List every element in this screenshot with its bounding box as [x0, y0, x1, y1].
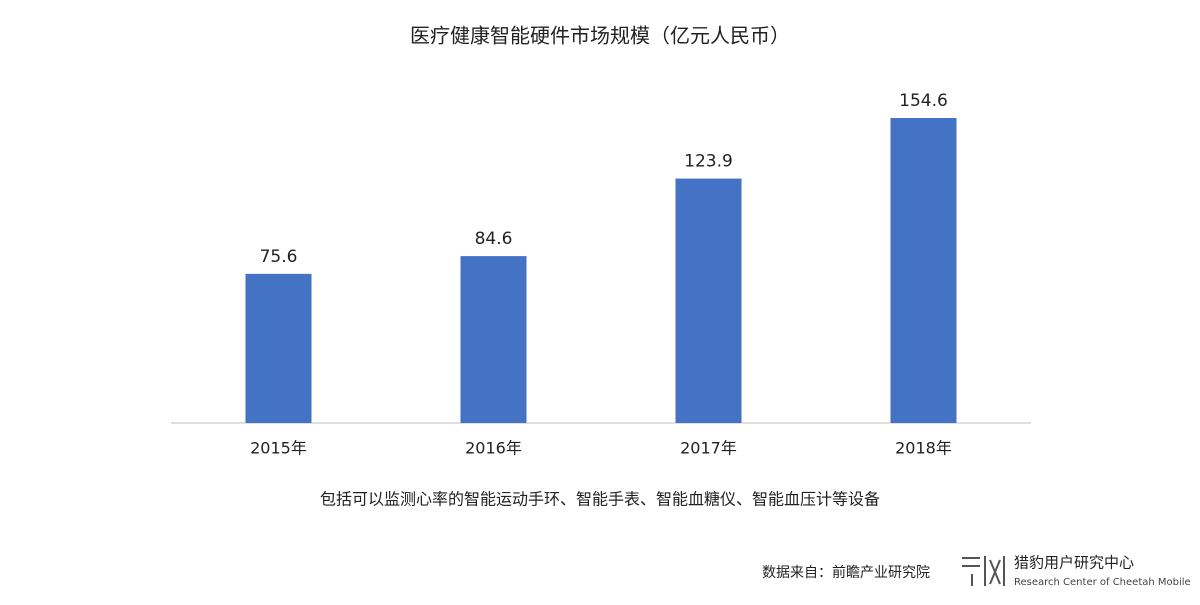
bar	[675, 178, 742, 423]
data-label: 84.6	[475, 229, 513, 249]
brand-en: Research Center of Cheetah Mobile	[1014, 577, 1191, 588]
brand-logo	[962, 556, 1005, 586]
brand: 猎豹用户研究中心	[1014, 554, 1134, 572]
data-label: 154.6	[899, 91, 948, 111]
bar	[460, 256, 527, 423]
x-tick-label: 2015年	[250, 439, 307, 458]
x-tick-label: 2017年	[680, 439, 737, 458]
note: 包括可以监测心率的智能运动手环、智能手表、智能血糖仪、智能血压计等设备	[320, 490, 880, 509]
data-label: 123.9	[684, 152, 733, 172]
x-tick-label: 2016年	[465, 439, 522, 458]
chart-title: 医疗健康智能硬件市场规模（亿元人民币）	[410, 24, 790, 48]
x-tick-label: 2018年	[895, 439, 952, 458]
source: 数据来自：前瞻产业研究院	[762, 564, 930, 581]
bar	[245, 273, 312, 423]
bar	[890, 118, 957, 423]
data-label: 75.6	[260, 247, 298, 267]
